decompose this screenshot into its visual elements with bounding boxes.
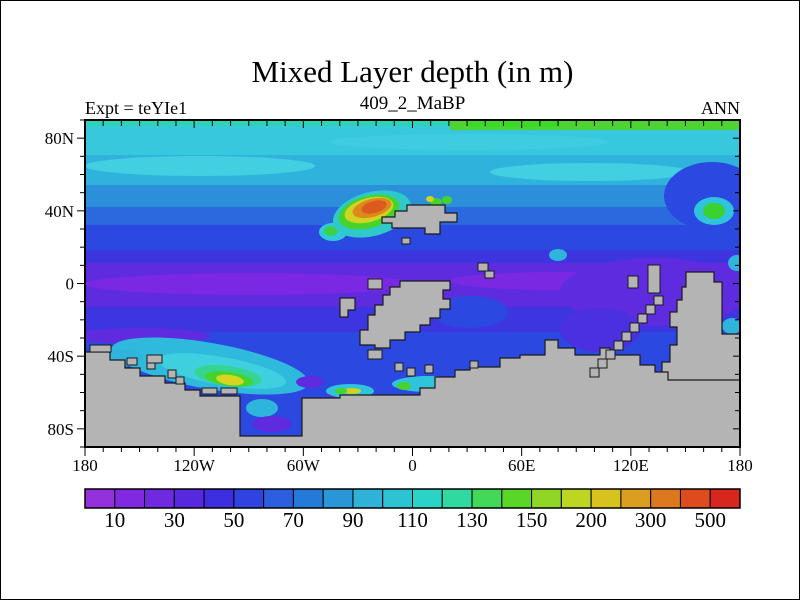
colorbar-label: 10	[104, 508, 125, 532]
y-tick-label: 0	[66, 275, 75, 294]
colorbar-label: 200	[575, 508, 607, 532]
colorbar-label: 150	[516, 508, 548, 532]
experiment-label: Expt = teYIe1	[85, 98, 188, 118]
colorbar-label: 30	[164, 508, 185, 532]
colorbar-label: 500	[694, 508, 726, 532]
colorbar-label: 130	[456, 508, 488, 532]
plot-title: Mixed Layer depth (in m)	[251, 54, 574, 89]
x-tick-label: 180	[727, 456, 753, 475]
x-tick-label: 120E	[613, 456, 649, 475]
x-tick-label: 60E	[508, 456, 535, 475]
x-tick-label: 60W	[287, 456, 321, 475]
x-tick-label: 180	[72, 456, 98, 475]
plot-subtitle: 409_2_MaBP	[359, 93, 466, 114]
x-tick-label: 0	[408, 456, 417, 475]
season-label: ANN	[701, 98, 740, 118]
land-layer	[85, 204, 740, 447]
y-tick-label: 80S	[48, 420, 74, 439]
x-tick-label: 120W	[173, 456, 216, 475]
y-tick-label: 40S	[48, 347, 74, 366]
colorbar-label: 50	[223, 508, 244, 532]
axes-layer: 180 120W 60W 0 60E 120E 180 80N 40N 0 40S 80S	[45, 119, 753, 475]
colorbar-label: 110	[397, 508, 428, 532]
y-tick-label: 40N	[45, 202, 74, 221]
y-tick-label: 80N	[45, 129, 74, 148]
colorbar-label: 90	[342, 508, 363, 532]
colorbar-label: 70	[283, 508, 304, 532]
colorbar-label: 300	[635, 508, 667, 532]
colorbar: 10 30 50 70 90 110 130 150 200 300 500	[84, 488, 741, 532]
